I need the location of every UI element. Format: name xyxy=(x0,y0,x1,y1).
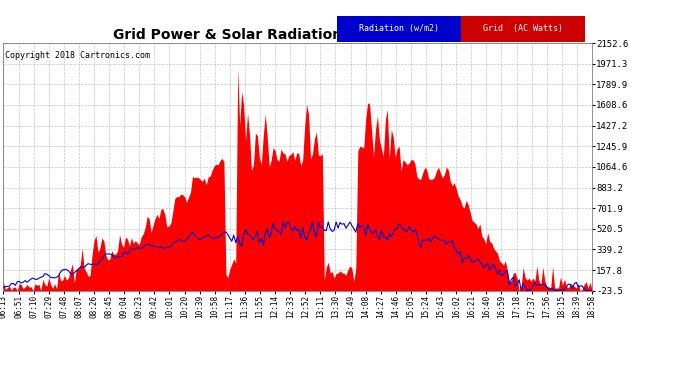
Bar xyxy=(461,16,585,42)
Text: Copyright 2018 Cartronics.com: Copyright 2018 Cartronics.com xyxy=(5,51,150,60)
Text: Grid  (AC Watts): Grid (AC Watts) xyxy=(483,24,563,33)
Title: Grid Power & Solar Radiation Thu May 3  19:28: Grid Power & Solar Radiation Thu May 3 1… xyxy=(113,28,482,42)
Bar xyxy=(337,16,461,42)
Text: Radiation (w/m2): Radiation (w/m2) xyxy=(359,24,439,33)
